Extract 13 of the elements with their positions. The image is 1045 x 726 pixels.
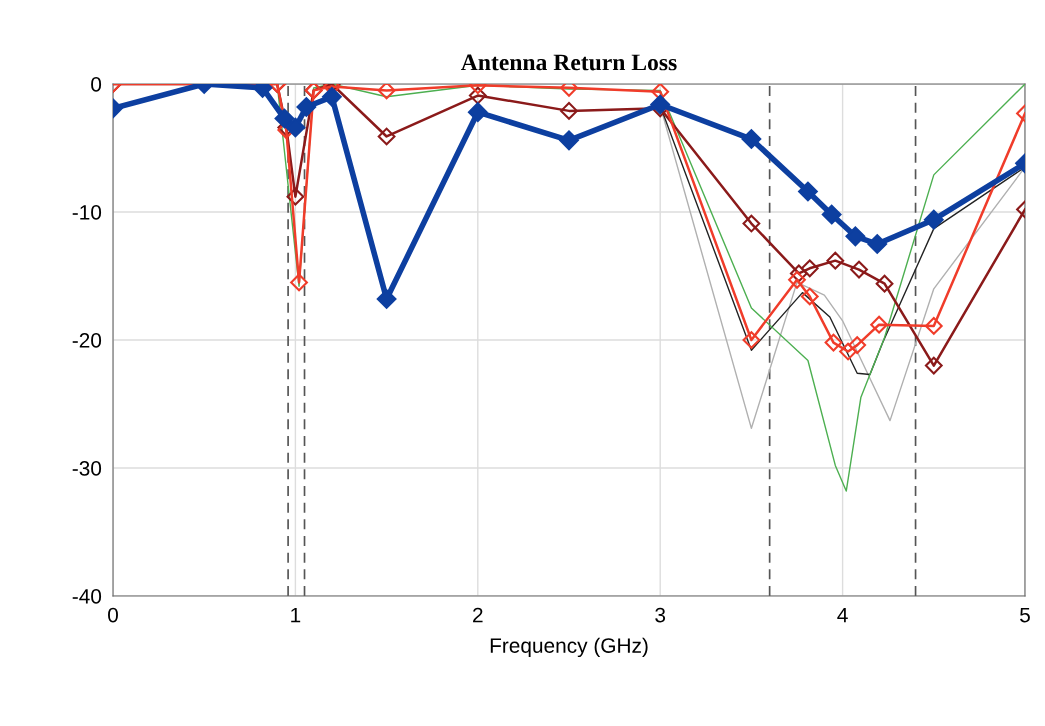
x-tick-label: 5	[1020, 607, 1030, 623]
chart-title: Antenna Return Loss	[461, 54, 677, 71]
y-tick-label: -40	[72, 589, 102, 604]
y-tick-label: -30	[72, 461, 102, 476]
x-tick-label: 4	[837, 607, 848, 623]
y-tick-label: -20	[72, 333, 102, 348]
x-tick-label: 2	[473, 607, 483, 623]
x-axis-title: Frequency (GHz)	[490, 637, 648, 658]
x-tick-label: 0	[108, 607, 118, 623]
x-tick-label: 1	[291, 607, 301, 623]
y-tick-label: 0	[91, 77, 102, 92]
y-tick-label: -10	[72, 205, 102, 220]
x-tick-label: 3	[655, 607, 666, 623]
